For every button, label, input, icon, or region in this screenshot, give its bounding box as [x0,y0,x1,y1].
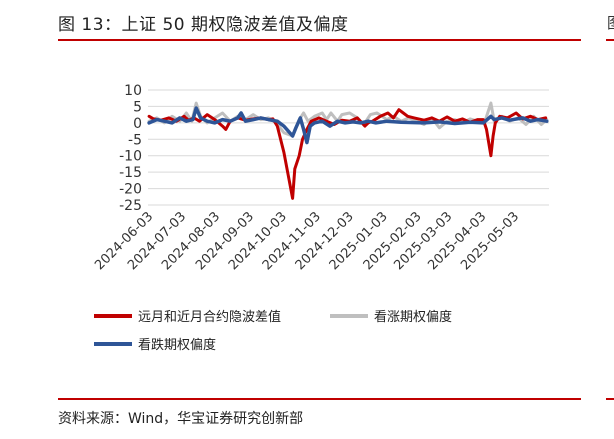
y-tick-label: -20 [119,182,142,198]
title-rule [58,39,581,41]
y-tick-label: -10 [119,149,142,165]
adjacent-title-rule [606,39,614,41]
legend-label-put-skew: 看跌期权偏度 [138,338,217,353]
y-tick-label: -25 [119,198,142,214]
figure-title: 图 13：上证 50 期权隐波差值及偏度 [58,15,349,35]
y-tick-label: -15 [119,165,142,181]
legend-swatch-call-skew [330,313,368,318]
series-line-put-skew [147,106,549,145]
y-tick-label: -5 [128,132,142,148]
legend-swatch-put-skew [94,341,132,346]
legend-item-call-skew: 看涨期权偏度 [330,306,452,325]
source-rule [58,398,581,400]
y-tick-label: 5 [133,99,142,115]
legend-swatch-diff [94,313,132,318]
adjacent-figure-title-fragment: 图 [607,12,614,33]
x-tick-labels: 2024-06-032024-07-032024-08-032024-09-03… [92,209,522,273]
y-tick-label: 10 [124,83,142,99]
legend-item-diff: 远月和近月合约隐波差值 [94,306,281,325]
legend-label-diff: 远月和近月合约隐波差值 [138,310,282,325]
legend-label-call-skew: 看涨期权偏度 [374,310,453,325]
series-lines [147,101,549,200]
adjacent-source-rule [606,398,614,400]
y-tick-label: 0 [133,116,142,132]
source-note: 资料来源：Wind，华宝证券研究创新部 [58,411,304,427]
legend-item-put-skew: 看跌期权偏度 [94,334,216,353]
